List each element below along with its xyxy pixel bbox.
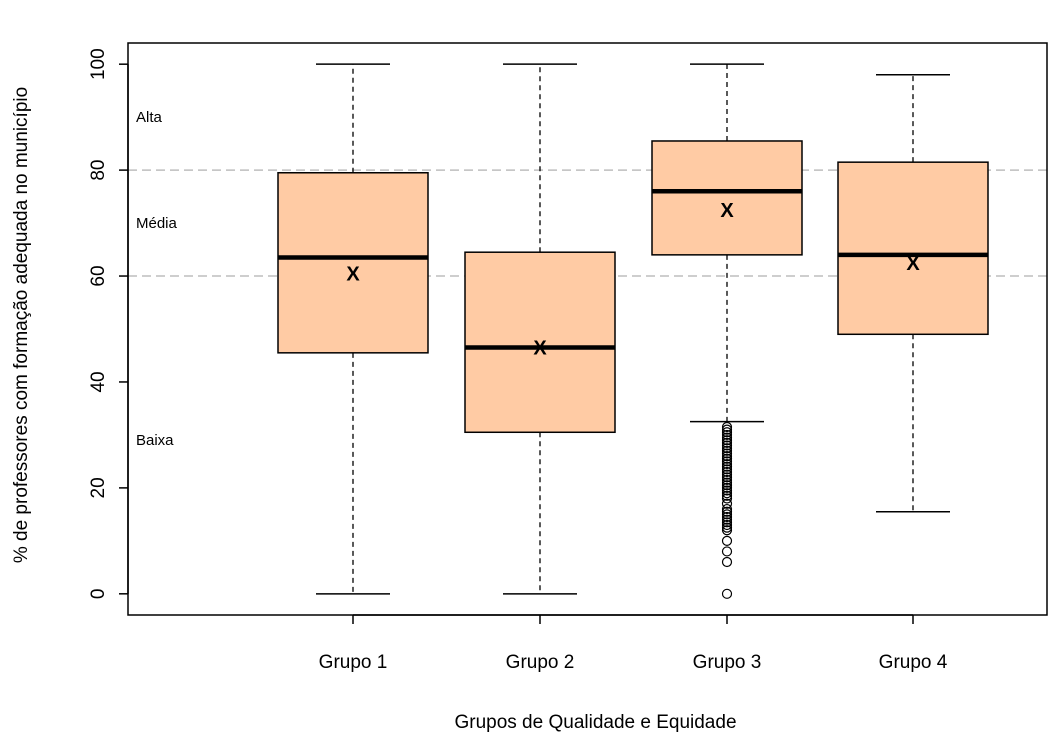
outlier-point [721,464,733,475]
outlier-point [721,546,733,557]
mean-marker: X [533,338,547,360]
y-tick-label-0: 0 [88,589,109,600]
outlier-point [721,588,733,599]
outlier-point [721,456,733,467]
mean-marker: X [720,200,734,222]
outlier-point [721,477,733,488]
y-tick-label-40: 40 [88,371,109,392]
x-tick-label-3: Grupo 3 [693,652,762,673]
outlier-point [721,503,733,515]
y-tick-label-80: 80 [88,160,109,181]
outlier-point [721,488,733,499]
box-3: X [651,63,803,599]
outlier-point [721,440,733,451]
y-axis: 0 20 40 60 80 100 [88,48,129,600]
outlier-point [721,432,733,443]
outlier-point [721,522,733,533]
outlier-point [721,480,733,491]
level-label-baixa: Baixa [136,432,174,449]
level-labels: Alta Média Baixa [136,109,178,449]
outlier-point [721,445,733,456]
outlier-point [721,519,733,531]
x-tick-label-1: Grupo 1 [319,652,388,673]
outlier-point [721,448,733,459]
outlier-point [721,443,733,454]
outlier-point [721,498,733,509]
box-body [464,251,616,434]
box-1: X [277,63,429,595]
outlier-point [721,490,733,501]
outlier-point [721,506,733,517]
y-tick-label-20: 20 [88,477,109,498]
boxes: X X X X [277,63,989,599]
outlier-point [721,424,733,435]
outlier-point [721,485,733,496]
outlier-point [721,517,733,528]
outlier-point [721,427,733,438]
outlier-point [721,535,733,546]
x-axis-label: Grupos de Qualidade e Equidade [454,712,736,733]
outlier-point [721,421,733,433]
outlier-point [721,451,733,462]
y-tick-label-60: 60 [88,265,109,286]
outlier-point [721,461,733,472]
y-tick-label-100: 100 [88,48,109,80]
outlier-point [721,458,733,470]
box-body [837,161,989,336]
mean-marker: X [346,263,360,285]
outlier-point [721,514,733,525]
outlier-point [721,525,733,536]
level-label-alta: Alta [136,109,163,126]
x-tick-label-2: Grupo 2 [506,652,575,673]
outlier-point [721,453,733,464]
outlier-point [721,435,733,446]
outlier-point [721,511,733,523]
outlier-point [721,482,733,493]
mean-marker: X [906,253,920,275]
box-body [277,172,429,354]
outlier-point [721,556,733,568]
x-tick-label-4: Grupo 4 [879,652,948,673]
x-axis: Grupo 1 Grupo 2 Grupo 3 Grupo 4 [319,614,948,673]
outlier-point [721,474,733,486]
box-body [651,140,803,256]
outlier-point [721,429,733,441]
y-axis-label: % de professores com formação adequada n… [11,87,32,563]
box-4: X [837,74,989,513]
outlier-point [721,469,733,480]
outlier-point [721,466,733,478]
box-2: X [464,63,616,595]
outlier-point [721,472,733,483]
outlier-point [721,493,733,504]
outlier-point [721,437,733,448]
outlier-point [721,509,733,520]
level-label-média: Média [136,215,178,232]
